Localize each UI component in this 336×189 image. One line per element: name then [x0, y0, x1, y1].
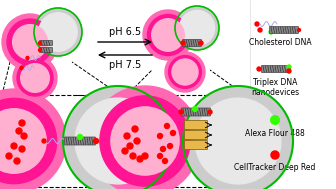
- Circle shape: [137, 156, 143, 162]
- Circle shape: [111, 107, 179, 175]
- Text: Alexa Flour 488: Alexa Flour 488: [245, 129, 305, 138]
- Circle shape: [6, 153, 12, 159]
- Circle shape: [258, 28, 262, 32]
- FancyBboxPatch shape: [40, 40, 52, 46]
- FancyBboxPatch shape: [184, 140, 208, 149]
- Circle shape: [165, 52, 205, 92]
- FancyBboxPatch shape: [65, 137, 95, 145]
- Circle shape: [11, 143, 17, 149]
- Circle shape: [75, 98, 161, 184]
- Circle shape: [169, 56, 201, 88]
- Circle shape: [165, 123, 169, 129]
- Circle shape: [158, 133, 163, 139]
- FancyBboxPatch shape: [40, 47, 52, 53]
- Bar: [2, 95, 120, 187]
- Circle shape: [90, 86, 200, 189]
- Circle shape: [163, 159, 168, 163]
- Circle shape: [168, 143, 172, 149]
- Circle shape: [122, 148, 128, 154]
- Circle shape: [100, 96, 190, 186]
- Circle shape: [39, 49, 42, 51]
- Circle shape: [142, 153, 148, 159]
- Circle shape: [130, 153, 136, 159]
- Circle shape: [257, 67, 261, 71]
- Circle shape: [208, 110, 212, 114]
- Circle shape: [287, 69, 291, 73]
- Circle shape: [199, 41, 203, 45]
- Circle shape: [13, 56, 57, 100]
- Circle shape: [193, 106, 198, 112]
- Circle shape: [179, 110, 183, 114]
- FancyBboxPatch shape: [261, 66, 289, 73]
- Circle shape: [13, 25, 47, 59]
- Text: Triplex DNA
nanodevices: Triplex DNA nanodevices: [251, 78, 299, 97]
- Bar: [127, 95, 245, 187]
- Circle shape: [14, 158, 20, 164]
- FancyBboxPatch shape: [181, 108, 210, 116]
- Circle shape: [270, 115, 280, 125]
- Circle shape: [175, 6, 219, 50]
- Circle shape: [134, 138, 140, 144]
- Circle shape: [7, 19, 53, 65]
- Circle shape: [132, 126, 138, 132]
- Circle shape: [63, 86, 173, 189]
- Circle shape: [26, 57, 29, 60]
- Circle shape: [127, 143, 133, 149]
- Circle shape: [287, 65, 291, 69]
- Text: Cholesterol DNA: Cholesterol DNA: [249, 38, 311, 47]
- Circle shape: [78, 135, 83, 139]
- Text: pH 6.5: pH 6.5: [109, 27, 141, 37]
- Circle shape: [16, 128, 22, 134]
- Circle shape: [183, 86, 293, 189]
- Circle shape: [21, 64, 49, 92]
- Circle shape: [93, 139, 98, 143]
- Circle shape: [179, 10, 215, 46]
- Circle shape: [195, 98, 281, 184]
- Circle shape: [17, 60, 53, 96]
- Circle shape: [0, 109, 46, 173]
- Circle shape: [19, 120, 25, 126]
- Circle shape: [172, 59, 198, 85]
- Circle shape: [148, 15, 188, 56]
- Circle shape: [20, 67, 23, 70]
- Circle shape: [170, 130, 175, 136]
- Circle shape: [19, 146, 25, 152]
- Circle shape: [143, 10, 193, 60]
- Circle shape: [158, 153, 163, 159]
- FancyBboxPatch shape: [269, 26, 298, 33]
- Circle shape: [34, 8, 82, 56]
- Circle shape: [0, 89, 66, 189]
- Circle shape: [161, 146, 166, 152]
- FancyBboxPatch shape: [184, 130, 208, 139]
- Circle shape: [39, 42, 42, 44]
- Text: pH 7.5: pH 7.5: [109, 60, 141, 70]
- FancyBboxPatch shape: [184, 121, 208, 129]
- Circle shape: [297, 29, 300, 32]
- Circle shape: [0, 98, 57, 184]
- Circle shape: [124, 133, 130, 139]
- Text: CellTracker Deep Red: CellTracker Deep Red: [234, 163, 316, 172]
- Circle shape: [271, 151, 279, 159]
- FancyBboxPatch shape: [182, 40, 202, 46]
- Circle shape: [181, 41, 185, 45]
- Circle shape: [152, 19, 184, 51]
- Circle shape: [269, 30, 273, 34]
- Circle shape: [42, 139, 46, 143]
- Circle shape: [39, 13, 77, 51]
- Circle shape: [255, 22, 259, 26]
- Circle shape: [2, 14, 58, 70]
- Circle shape: [21, 133, 27, 139]
